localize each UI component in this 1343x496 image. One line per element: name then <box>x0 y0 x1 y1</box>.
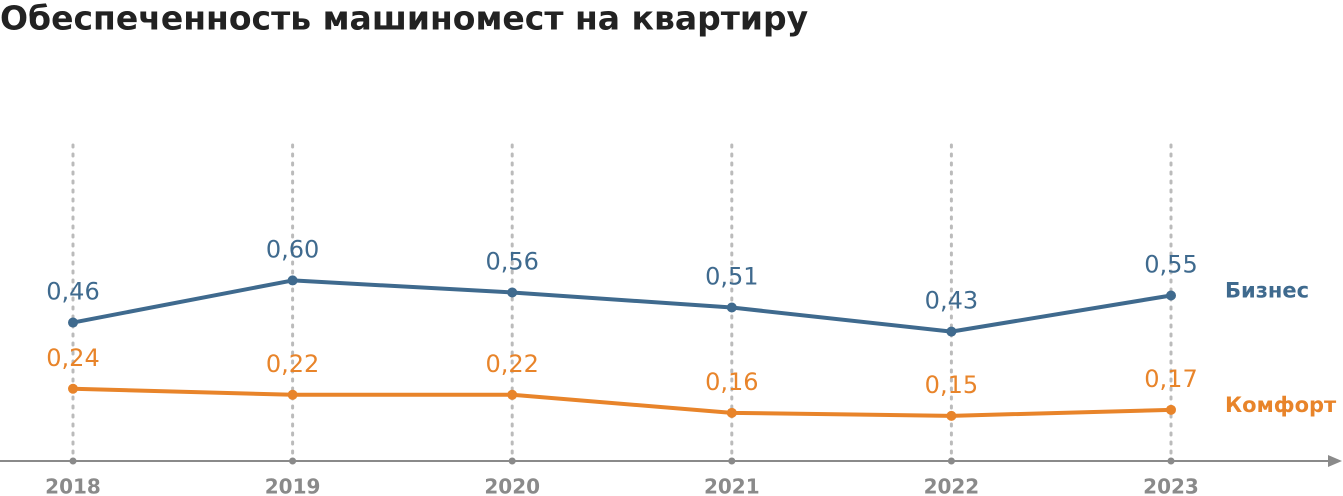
data-point <box>68 383 78 394</box>
x-tick-label: 2019 <box>265 475 321 496</box>
x-tick <box>508 457 516 465</box>
data-label: 0,17 <box>1144 365 1197 393</box>
data-point <box>1166 290 1176 301</box>
data-point <box>726 302 737 313</box>
data-point <box>507 389 518 400</box>
data-label: 0,55 <box>1144 250 1197 278</box>
x-tick <box>69 457 77 465</box>
x-tick-label: 2023 <box>1143 475 1199 496</box>
data-point <box>726 407 737 418</box>
series-line <box>72 386 1172 418</box>
series-line <box>72 278 1172 334</box>
x-tick <box>289 457 297 465</box>
x-tick-label: 2020 <box>484 475 540 496</box>
chart-title: Обеспеченность машиномест на квартиру <box>0 0 808 38</box>
series-label: Бизнес <box>1225 278 1309 302</box>
data-label: 0,60 <box>266 235 319 263</box>
data-point <box>946 410 957 421</box>
data-label: 0,15 <box>925 371 978 399</box>
x-tick-label: 2021 <box>704 475 760 496</box>
data-label: 0,16 <box>705 368 758 396</box>
x-tick <box>1167 457 1175 465</box>
data-label: 0,24 <box>46 344 99 372</box>
x-tick <box>947 457 955 465</box>
data-point <box>507 287 518 298</box>
data-label: 0,22 <box>266 350 319 378</box>
data-point <box>68 317 78 328</box>
x-tick-label: 2018 <box>45 475 101 496</box>
data-label: 0,22 <box>485 350 538 378</box>
data-point <box>287 389 298 400</box>
data-label: 0,56 <box>485 247 538 275</box>
data-label: 0,43 <box>925 287 978 315</box>
data-label: 0,46 <box>46 278 99 306</box>
data-point <box>1166 404 1176 415</box>
x-tick-label: 2022 <box>924 475 980 496</box>
data-label: 0,51 <box>705 263 758 291</box>
series-label: Комфорт <box>1225 393 1337 417</box>
x-axis-arrow <box>1328 455 1342 467</box>
data-point <box>946 326 957 337</box>
data-point <box>287 275 298 286</box>
x-tick <box>728 457 736 465</box>
